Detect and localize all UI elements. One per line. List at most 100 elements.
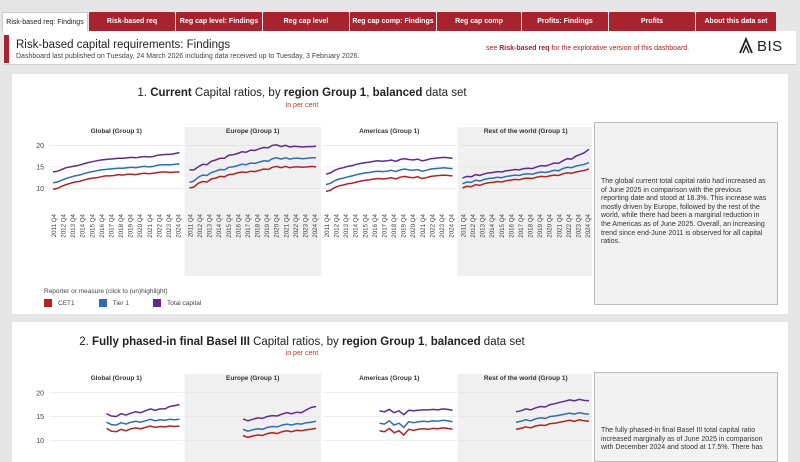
y-tick-label-1-0: 10 <box>36 438 44 445</box>
x-tick-label-0-3-6: 2017 Q4 <box>518 213 525 237</box>
x-tick-label-0-2-2: 2013 Q4 <box>343 213 350 237</box>
tab-3[interactable]: Reg cap level <box>263 12 349 31</box>
series-line-1-1-1 <box>242 420 317 432</box>
x-tick-label-0-3-5: 2016 Q4 <box>508 213 515 237</box>
series-line-1-3-0 <box>515 419 590 431</box>
x-tick-label-0-0-9: 2020 Q4 <box>137 213 144 237</box>
facet-bg-0-1 <box>184 127 321 276</box>
facet-bg-1-1 <box>184 374 321 462</box>
series-line-1-2-2 <box>379 408 453 416</box>
x-tick-label-0-2-0: 2011 Q4 <box>324 213 331 237</box>
tab-bar: Risk-based req: Findings Risk-based req Re… <box>0 12 800 31</box>
x-tick-label-0-0-10: 2021 Q4 <box>147 213 154 237</box>
accent-bar <box>4 35 9 63</box>
tab-4[interactable]: Reg cap comp: Findings <box>350 12 436 31</box>
tier1-swatch <box>98 299 107 307</box>
tab-6[interactable]: Profits: Findings <box>522 12 608 31</box>
series-line-0-2-0 <box>325 174 453 193</box>
chart-fully-phased-capital-ratios: 10 15 20 Global (Group 1) Europe (Group 1) Am… <box>36 374 592 462</box>
series-line-1-0-1 <box>106 418 180 426</box>
facet-title-1-3: Rest of the world (Group 1) <box>484 375 568 382</box>
x-tick-label-0-1-7: 2018 Q4 <box>255 213 262 237</box>
tab-7[interactable]: Profits <box>609 12 695 31</box>
risk-based-req-link[interactable]: Risk-based req <box>499 45 550 52</box>
y-tick-label-1-1: 15 <box>36 414 44 421</box>
x-tick-label-0-3-13: 2024 Q4 <box>585 213 592 237</box>
findings-text-current: The global current total capital ratio h… <box>594 122 778 305</box>
tab-1[interactable]: Risk-based req <box>89 12 175 31</box>
x-tick-label-0-0-13: 2024 Q4 <box>176 213 183 237</box>
x-tick-label-0-1-3: 2014 Q4 <box>216 213 223 237</box>
series-line-0-3-0 <box>462 168 590 189</box>
x-tick-label-0-2-10: 2021 Q4 <box>420 213 427 237</box>
x-tick-label-0-2-6: 2017 Q4 <box>381 213 388 237</box>
y-tick-label-0-2: 20 <box>36 143 44 150</box>
facet-bg-0-3 <box>457 127 592 276</box>
x-tick-label-0-0-8: 2019 Q4 <box>128 213 135 237</box>
x-tick-label-0-3-10: 2021 Q4 <box>556 213 563 237</box>
series-line-0-1-0 <box>189 165 317 189</box>
x-tick-label-0-0-1: 2012 Q4 <box>61 213 68 237</box>
facet-title-1-2: Americas (Group 1) <box>359 375 419 382</box>
x-tick-label-0-1-0: 2011 Q4 <box>188 213 195 237</box>
x-tick-label-0-1-12: 2023 Q4 <box>302 213 309 237</box>
x-tick-label-0-2-9: 2020 Q4 <box>410 213 417 237</box>
legend-item-total-capital[interactable]: Total capital <box>153 299 201 307</box>
x-tick-label-0-1-5: 2016 Q4 <box>235 213 242 237</box>
series-line-1-0-0 <box>106 425 180 433</box>
bis-logo: BIS <box>738 37 783 55</box>
x-tick-label-0-3-1: 2012 Q4 <box>470 213 477 237</box>
x-tick-label-0-0-11: 2022 Q4 <box>156 213 163 237</box>
facet-title-0-3: Rest of the world (Group 1) <box>484 128 568 135</box>
tab-2[interactable]: Reg cap level: Findings <box>176 12 262 31</box>
chart-title-fully-phased: 2. Fully phased-in final Basel III Capit… <box>79 336 525 348</box>
tab-8[interactable]: About this data set <box>696 12 776 31</box>
legend-title: Reporter or measure (click to (un)highli… <box>44 288 168 295</box>
facet-bg-1-3 <box>457 374 592 462</box>
x-tick-label-0-1-8: 2019 Q4 <box>264 213 271 237</box>
legend-item-tier1[interactable]: Tier 1 <box>98 299 129 307</box>
chart-panel-fully-phased: 2. Fully phased-in final Basel III Capit… <box>12 322 788 462</box>
x-tick-label-0-1-10: 2021 Q4 <box>283 213 290 237</box>
facet-title-1-0: Global (Group 1) <box>91 375 142 382</box>
series-line-1-3-1 <box>515 411 590 423</box>
series-line-0-1-2 <box>189 144 317 171</box>
x-tick-label-0-3-12: 2023 Q4 <box>575 213 582 237</box>
x-tick-label-0-2-12: 2023 Q4 <box>439 213 446 237</box>
x-tick-label-0-2-8: 2019 Q4 <box>401 213 408 237</box>
x-tick-label-0-0-2: 2013 Q4 <box>70 213 77 237</box>
x-tick-label-0-2-3: 2014 Q4 <box>353 213 360 237</box>
legend-item-cet1[interactable]: CET1 <box>44 299 75 307</box>
chart-panel-current: 1. Current Capital ratios, by region Gro… <box>12 74 788 314</box>
series-line-0-0-2 <box>52 151 180 173</box>
total-capital-swatch <box>153 299 161 307</box>
series-line-1-2-1 <box>379 419 453 429</box>
x-tick-label-0-0-6: 2017 Q4 <box>108 213 115 237</box>
chart-unit-fully-phased: in per cent <box>285 350 319 357</box>
y-tick-label-1-2: 20 <box>36 390 44 397</box>
x-tick-label-0-3-11: 2022 Q4 <box>566 213 573 237</box>
x-tick-label-0-1-11: 2022 Q4 <box>293 213 300 237</box>
facet-title-0-2: Americas (Group 1) <box>359 128 419 135</box>
facet-title-1-1: Europe (Group 1) <box>226 375 279 382</box>
x-tick-label-0-3-9: 2020 Q4 <box>547 213 554 237</box>
x-tick-label-0-1-4: 2015 Q4 <box>226 213 233 237</box>
y-tick-label-0-1: 15 <box>36 164 44 171</box>
x-tick-label-0-1-9: 2020 Q4 <box>274 213 281 237</box>
x-tick-label-0-1-1: 2012 Q4 <box>197 213 204 237</box>
series-line-1-1-0 <box>242 427 317 439</box>
series-line-0-3-2 <box>462 148 590 179</box>
x-tick-label-0-2-13: 2024 Q4 <box>449 213 456 237</box>
facet-title-0-1: Europe (Group 1) <box>226 128 279 135</box>
x-tick-label-0-3-3: 2014 Q4 <box>489 213 496 237</box>
x-tick-label-0-3-0: 2011 Q4 <box>461 213 468 237</box>
x-tick-label-0-0-4: 2015 Q4 <box>89 213 96 237</box>
page-subtitle: Dashboard last published on Tuesday, 24 … <box>16 53 360 60</box>
x-tick-label-0-2-7: 2018 Q4 <box>391 213 398 237</box>
series-line-0-0-0 <box>52 171 180 191</box>
x-tick-label-0-3-7: 2018 Q4 <box>528 213 535 237</box>
tab-0[interactable]: Risk-based req: Findings <box>2 12 88 31</box>
tab-5[interactable]: Reg cap comp <box>437 12 521 31</box>
facet-title-0-0: Global (Group 1) <box>91 128 142 135</box>
